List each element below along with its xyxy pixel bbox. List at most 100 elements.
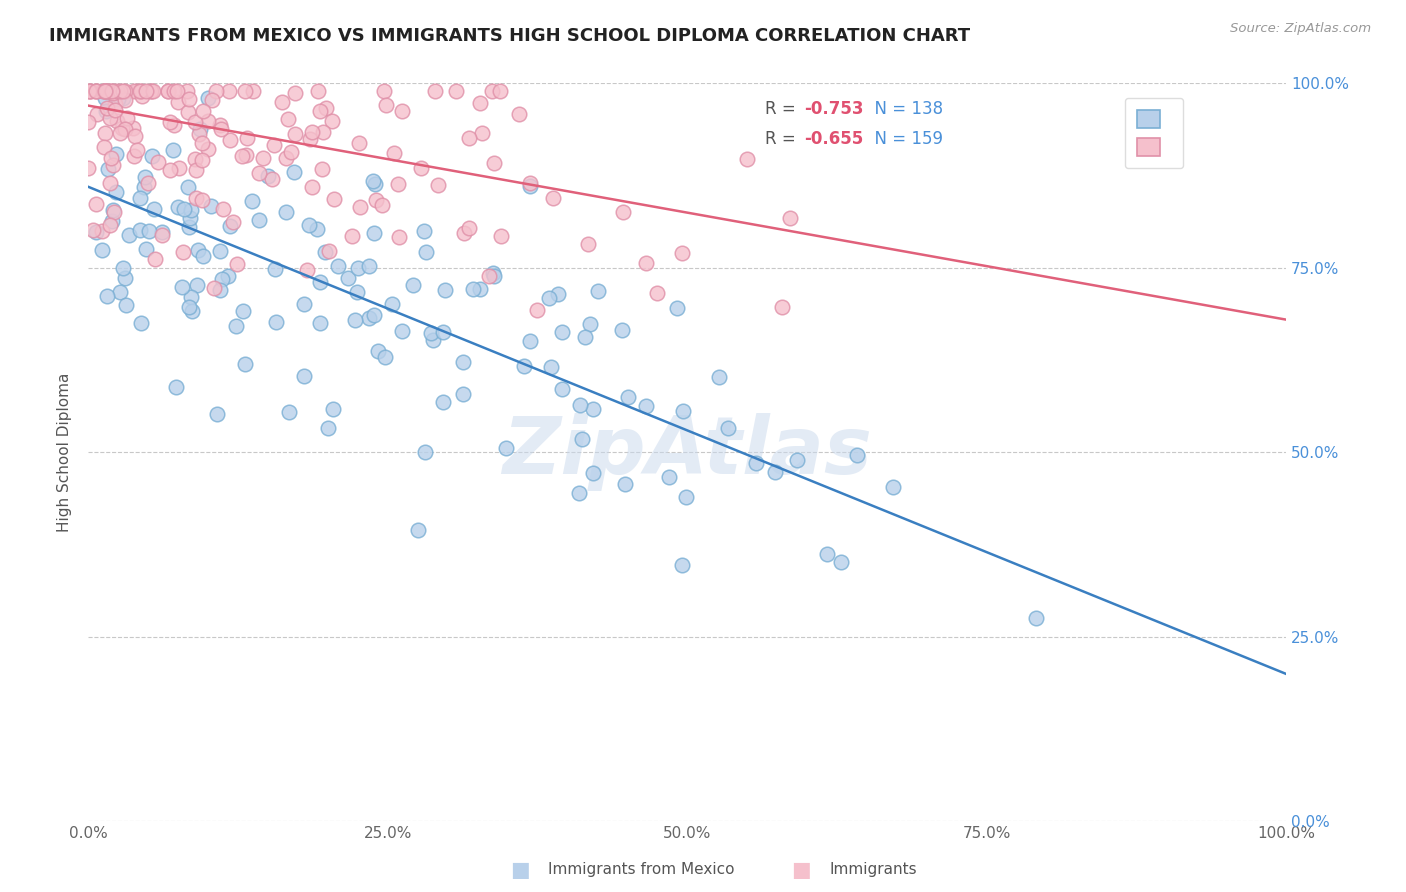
- Point: [427, 178, 450, 193]
- Text: IMMIGRANTS FROM MEXICO VS IMMIGRANTS HIGH SCHOOL DIPLOMA CORRELATION CHART: IMMIGRANTS FROM MEXICO VS IMMIGRANTS HIG…: [49, 27, 970, 45]
- Point: [582, 467, 605, 481]
- Point: [363, 226, 385, 240]
- Point: [247, 212, 270, 227]
- Point: [232, 304, 254, 318]
- Point: [301, 125, 323, 139]
- Point: [283, 165, 305, 179]
- Point: [114, 94, 136, 108]
- Point: [90, 224, 112, 238]
- Y-axis label: High School Diploma: High School Diploma: [58, 373, 72, 533]
- Point: [402, 277, 425, 292]
- Point: [96, 84, 118, 98]
- Point: [103, 84, 125, 98]
- Point: [321, 113, 343, 128]
- Point: [179, 211, 201, 226]
- Text: Immigrants from Mexico: Immigrants from Mexico: [548, 863, 735, 877]
- Point: [129, 84, 152, 98]
- Point: [209, 244, 232, 259]
- Point: [114, 270, 136, 285]
- Point: [135, 242, 157, 256]
- Point: [84, 84, 107, 98]
- Point: [315, 101, 337, 115]
- Point: [190, 121, 212, 136]
- Point: [495, 441, 517, 455]
- Point: [413, 445, 436, 459]
- Point: [166, 84, 188, 98]
- Point: [457, 220, 479, 235]
- Point: [204, 84, 226, 98]
- Point: [413, 224, 436, 238]
- Point: [307, 222, 329, 236]
- Point: [322, 402, 344, 417]
- Point: [186, 191, 208, 205]
- Point: [519, 334, 541, 349]
- Point: [271, 95, 294, 110]
- Point: [301, 179, 323, 194]
- Point: [316, 421, 339, 435]
- Point: [104, 97, 127, 112]
- Point: [236, 130, 259, 145]
- Point: [359, 310, 381, 325]
- Point: [309, 316, 332, 330]
- Point: [225, 319, 247, 334]
- Text: R =: R =: [765, 100, 801, 119]
- Point: [349, 200, 371, 214]
- Point: [579, 317, 602, 331]
- Point: [184, 114, 207, 128]
- Point: [142, 202, 165, 216]
- Point: [409, 161, 432, 175]
- Point: [364, 177, 387, 191]
- Point: [307, 84, 329, 98]
- Point: [434, 283, 457, 297]
- Point: [218, 84, 240, 98]
- Point: [406, 524, 429, 538]
- Point: [94, 91, 117, 105]
- Point: [91, 243, 114, 257]
- Point: [141, 149, 163, 163]
- Point: [247, 166, 270, 180]
- Point: [260, 172, 283, 186]
- Point: [105, 185, 128, 199]
- Point: [180, 304, 202, 318]
- Point: [482, 266, 505, 280]
- Point: [167, 95, 190, 110]
- Point: [461, 282, 484, 296]
- Point: [432, 395, 454, 409]
- Point: [314, 244, 336, 259]
- Point: [142, 84, 165, 98]
- Point: [217, 268, 239, 283]
- Point: [342, 228, 364, 243]
- Point: [322, 192, 344, 206]
- Point: [415, 245, 437, 260]
- Point: [328, 259, 350, 273]
- Point: [343, 312, 366, 326]
- Point: [125, 143, 148, 157]
- Point: [79, 84, 101, 98]
- Point: [419, 326, 441, 340]
- Point: [274, 204, 297, 219]
- Point: [114, 121, 136, 136]
- Point: [111, 121, 134, 136]
- Point: [256, 169, 278, 183]
- Point: [143, 252, 166, 266]
- Point: [129, 316, 152, 330]
- Point: [779, 211, 801, 226]
- Point: [127, 84, 149, 98]
- Point: [201, 93, 224, 107]
- Point: [105, 147, 128, 161]
- Point: [79, 84, 101, 98]
- Point: [131, 89, 153, 103]
- Point: [134, 180, 156, 194]
- Point: [770, 300, 793, 314]
- Point: [745, 456, 768, 470]
- Point: [165, 379, 187, 393]
- Point: [191, 153, 214, 167]
- Point: [79, 84, 101, 98]
- Point: [382, 146, 405, 161]
- Point: [671, 558, 693, 573]
- Point: [150, 227, 173, 242]
- Point: [468, 95, 491, 110]
- Point: [180, 290, 202, 304]
- Point: [122, 84, 145, 98]
- Point: [309, 103, 332, 118]
